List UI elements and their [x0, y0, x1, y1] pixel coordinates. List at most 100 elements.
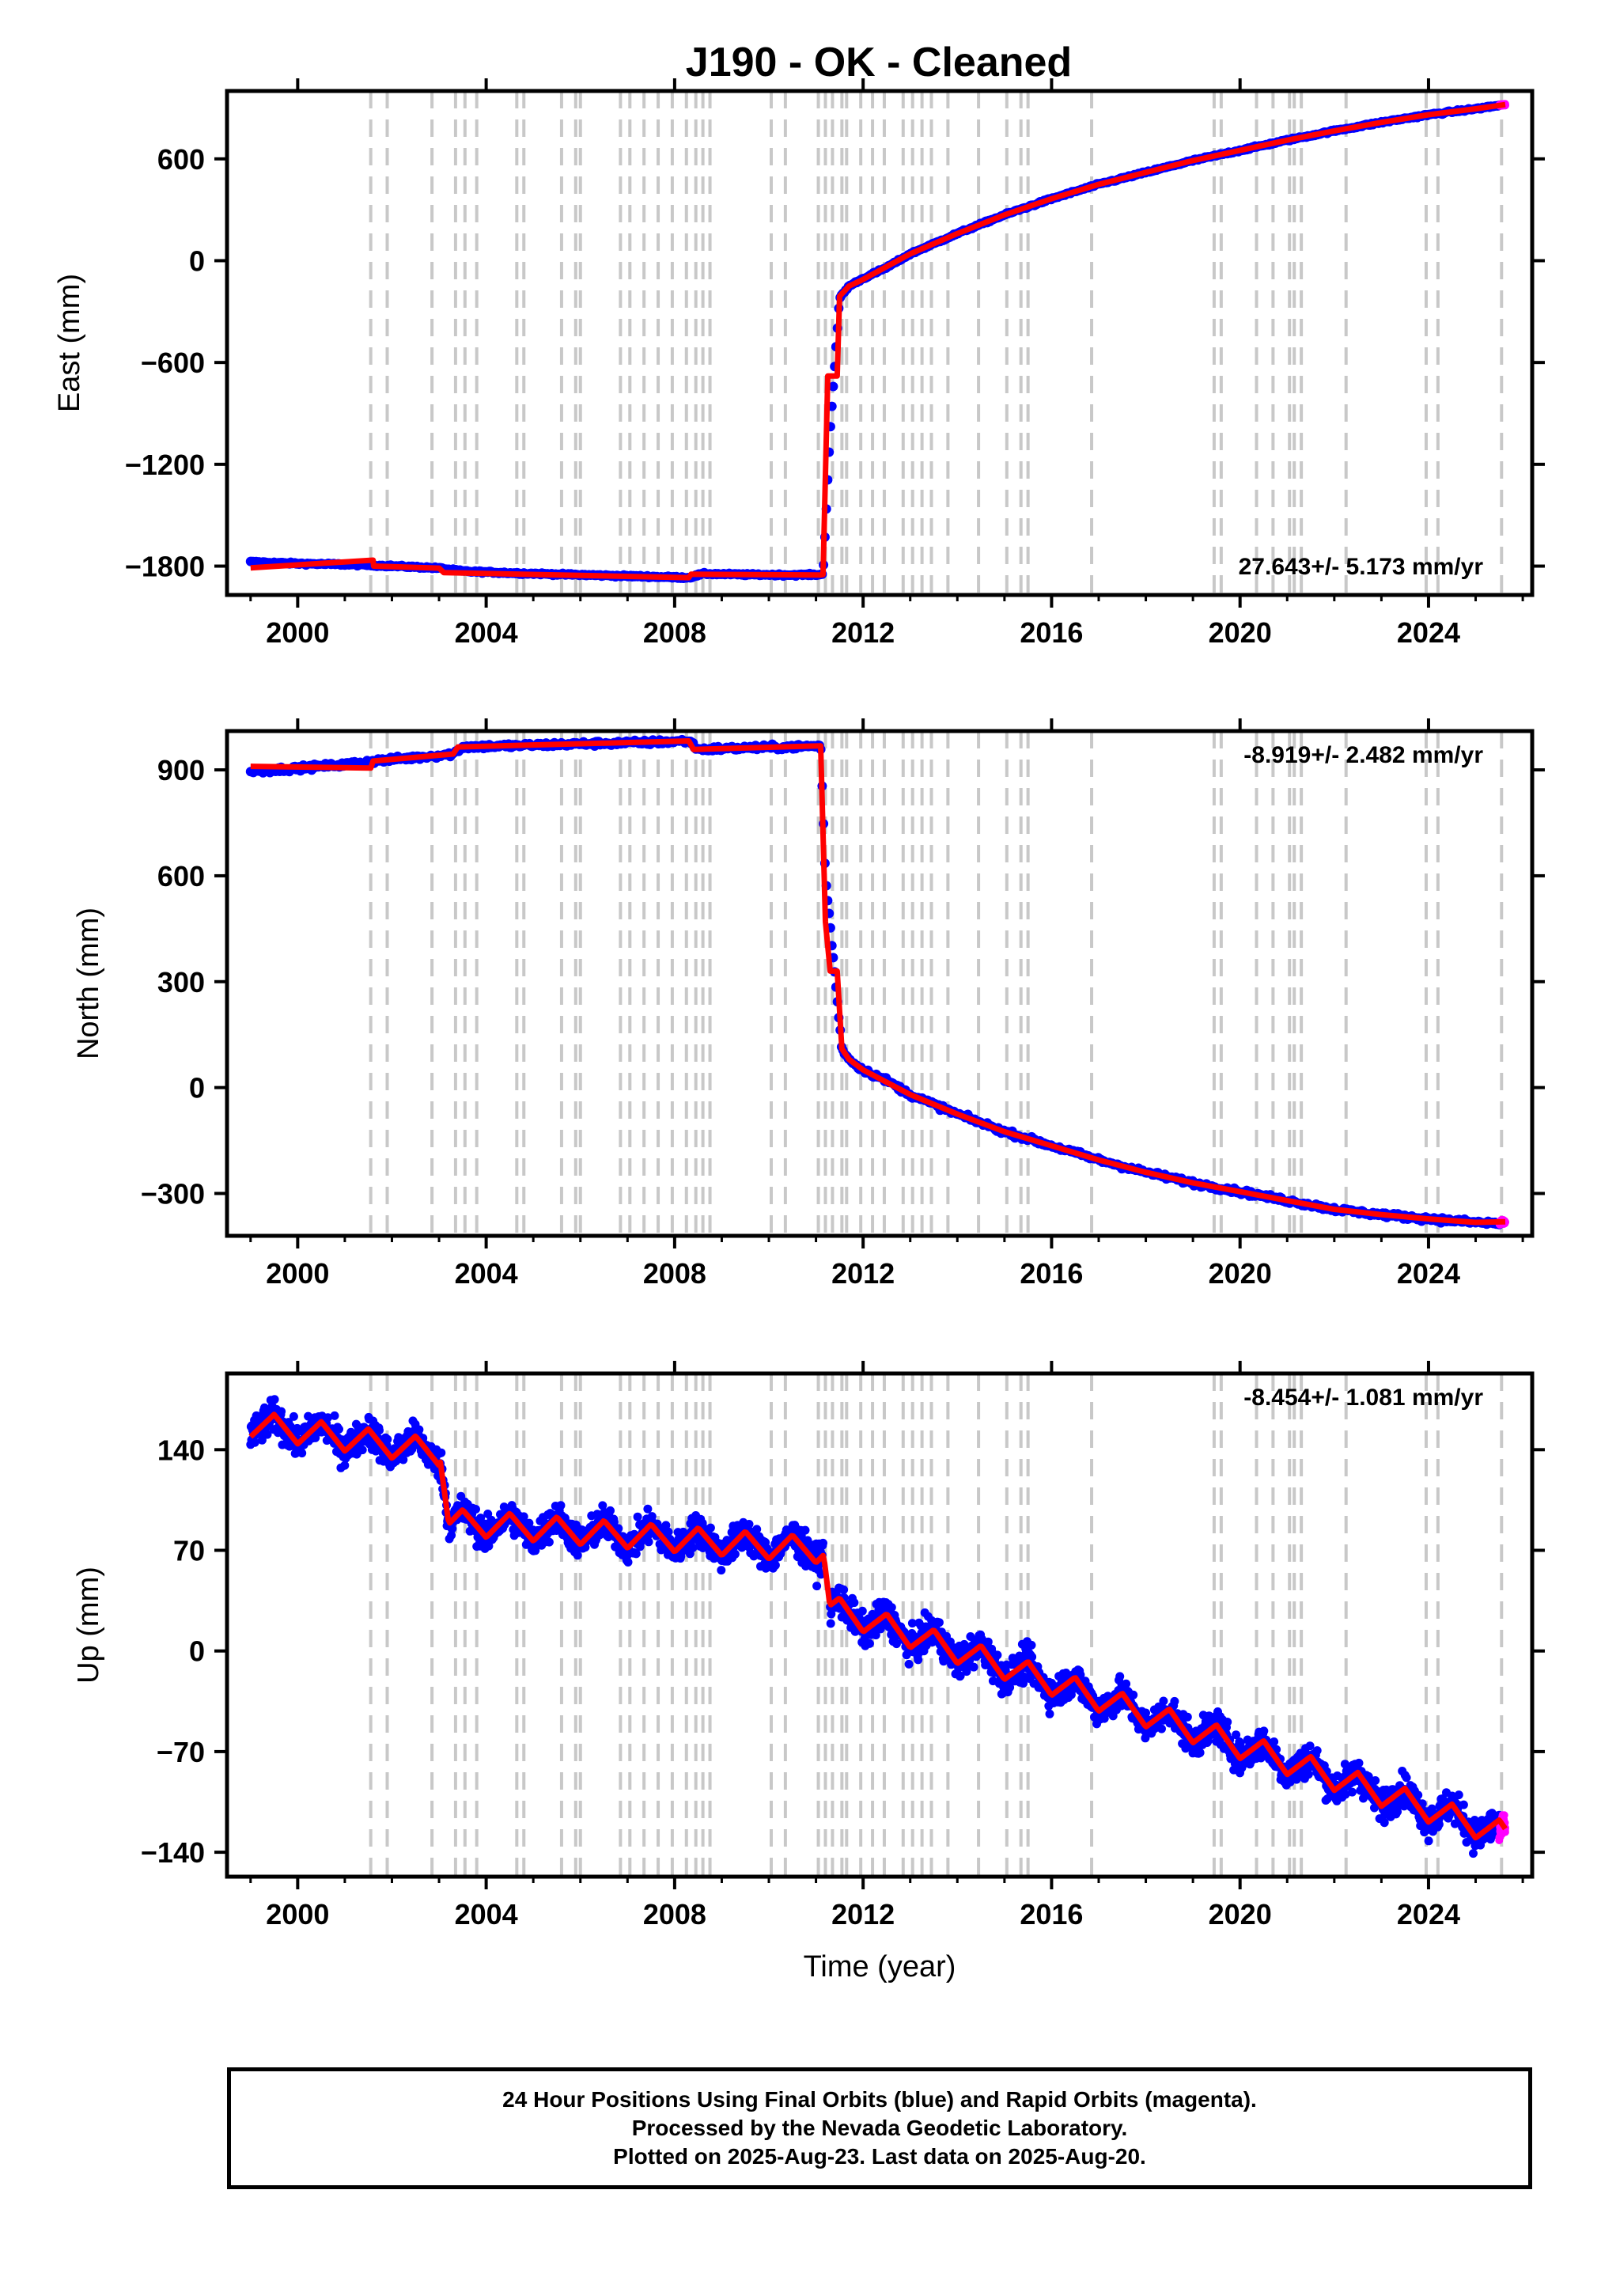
data-point — [1170, 1696, 1179, 1706]
y-axis-label: East (mm) — [53, 274, 86, 412]
y-tick-label: −600 — [141, 347, 205, 379]
x-tick-label: 2012 — [831, 616, 895, 649]
data-point — [959, 1639, 969, 1649]
data-point — [914, 1655, 923, 1665]
x-tick-label: 2020 — [1209, 616, 1272, 649]
model-line — [250, 101, 1506, 581]
rate-label: -8.454+/- 1.081 mm/yr — [1243, 1385, 1483, 1411]
data-points — [245, 734, 1509, 1229]
data-points — [245, 100, 1509, 583]
data-point — [631, 1549, 641, 1559]
x-axis: 2000 2004 2008 2012 2016 2020 2024 — [249, 718, 1524, 1290]
data-point — [993, 1650, 1002, 1660]
data-point — [544, 1537, 554, 1547]
x-tick-label: 2008 — [643, 1898, 706, 1930]
x-tick-label: 2008 — [643, 1257, 706, 1290]
data-point — [850, 1598, 859, 1608]
data-point — [661, 1521, 671, 1530]
data-point — [1270, 1737, 1279, 1746]
data-point — [324, 1413, 332, 1423]
data-point — [1183, 1712, 1192, 1722]
data-point — [484, 1541, 494, 1551]
x-tick-label: 2004 — [455, 1257, 518, 1290]
data-point — [257, 1435, 267, 1445]
panel-1: 2000 2004 2008 2012 2016 2020 20246000−600−120… — [53, 78, 1545, 649]
y-axis-label: North (mm) — [72, 907, 105, 1059]
data-point — [891, 1639, 901, 1649]
data-point — [609, 1517, 619, 1527]
data-point — [983, 1637, 993, 1646]
x-tick-label: 2000 — [266, 1898, 329, 1930]
data-point — [447, 1531, 456, 1540]
data-point — [1424, 1836, 1433, 1846]
x-tick-label: 2016 — [1020, 1257, 1083, 1290]
x-axis: 2000 2004 2008 2012 2016 2020 2024 — [249, 78, 1524, 649]
data-point — [471, 1505, 480, 1514]
data-point — [531, 1546, 540, 1555]
data-point — [383, 1434, 392, 1444]
plot-frame — [225, 89, 1535, 597]
data-point — [519, 1512, 528, 1521]
data-point — [250, 1438, 259, 1447]
data-point — [826, 1619, 835, 1628]
data-point — [399, 1455, 408, 1464]
step-lines — [369, 91, 1504, 595]
y-tick-label: −1200 — [125, 449, 205, 481]
data-point — [1045, 1709, 1054, 1718]
data-point — [812, 1582, 822, 1591]
data-point — [1500, 1811, 1508, 1820]
data-point — [289, 1411, 298, 1421]
footer-line-1: 24 Hour Positions Using Final Orbits (bl… — [502, 2087, 1257, 2112]
data-point — [770, 1560, 780, 1570]
data-point — [437, 1448, 446, 1457]
data-point — [1434, 1820, 1444, 1829]
data-point — [934, 1618, 944, 1627]
data-point — [633, 1512, 642, 1521]
x-axis-label: Time (year) — [804, 1950, 956, 1983]
data-point — [1312, 1746, 1322, 1756]
y-tick-label: 0 — [189, 1635, 205, 1668]
y-tick-label: −300 — [141, 1177, 205, 1210]
data-point — [1305, 1741, 1315, 1751]
data-point — [1459, 1800, 1468, 1809]
y-tick-label: −70 — [157, 1736, 205, 1768]
y-tick-label: −1800 — [125, 551, 205, 583]
data-point — [744, 1520, 754, 1529]
data-point — [1488, 1830, 1497, 1839]
x-tick-label: 2024 — [1397, 616, 1460, 649]
data-point — [358, 1445, 367, 1455]
data-point — [664, 1527, 673, 1536]
plot-frame — [225, 1371, 1535, 1879]
data-point — [1159, 1696, 1168, 1706]
data-point — [277, 1407, 286, 1416]
data-point — [706, 1523, 715, 1533]
data-point — [1454, 1790, 1463, 1800]
data-point — [865, 1639, 874, 1648]
data-point — [1348, 1787, 1357, 1797]
data-point — [623, 1558, 633, 1567]
x-tick-label: 2004 — [455, 616, 518, 649]
data-point — [606, 1506, 615, 1515]
data-point — [375, 1426, 384, 1435]
data-point — [1364, 1771, 1373, 1781]
data-point — [643, 1504, 653, 1514]
footer-line-2: Processed by the Nevada Geodetic Laborat… — [631, 2116, 1128, 2140]
data-point — [887, 1603, 896, 1612]
data-point — [1236, 1739, 1245, 1749]
data-point — [1157, 1724, 1166, 1733]
data-point — [871, 1631, 880, 1640]
data-point — [330, 1411, 339, 1420]
data-point — [1402, 1773, 1411, 1783]
data-point — [1019, 1679, 1028, 1688]
x-tick-label: 2004 — [455, 1898, 518, 1930]
data-point — [1469, 1849, 1478, 1858]
data-point — [688, 1543, 698, 1552]
data-point — [722, 1536, 732, 1545]
x-tick-label: 2016 — [1020, 1898, 1083, 1930]
data-point — [1141, 1733, 1150, 1743]
data-point — [956, 1671, 965, 1680]
y-tick-label: 0 — [189, 244, 205, 277]
footer-caption-box: 24 Hour Positions Using Final Orbits (bl… — [227, 2067, 1532, 2189]
